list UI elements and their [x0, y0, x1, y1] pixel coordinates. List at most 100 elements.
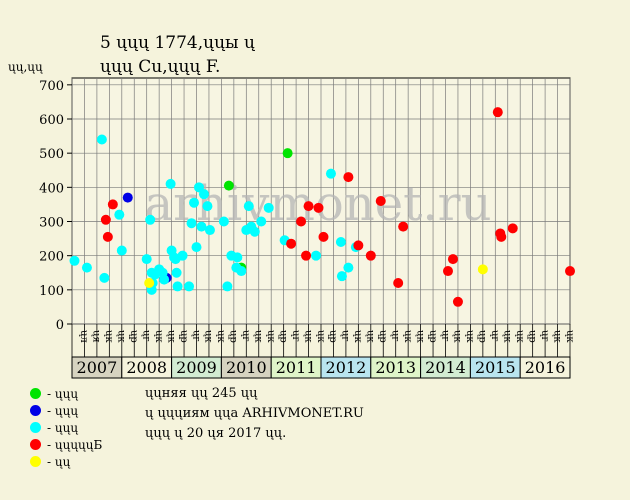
data-point	[114, 209, 125, 220]
quarter-label: ųк	[352, 330, 363, 343]
legend-label: - ųųų	[47, 403, 79, 418]
note-average-price: ųųняя ųų 245 ųų	[145, 386, 258, 401]
legend-label: - ųųų	[47, 420, 79, 435]
data-point	[318, 231, 329, 242]
quarter-label: ųг	[340, 330, 351, 342]
data-point	[375, 196, 386, 206]
data-point	[107, 199, 118, 210]
note-date: ųųų ų 20 ųя 2017 ųų.	[145, 426, 287, 441]
data-point	[335, 237, 346, 247]
quarter-label: ųг	[190, 330, 201, 342]
legend-marker	[30, 388, 41, 399]
legend-marker	[30, 405, 41, 416]
data-point	[243, 201, 254, 212]
data-point	[144, 278, 155, 288]
legend: - ųųų - ųųų - ųųų - ųųųųųБ - ųų	[30, 385, 102, 470]
data-point	[282, 148, 293, 159]
legend-item: - ųųų	[30, 419, 102, 436]
quarter-label: ųк	[502, 330, 513, 343]
legend-item: - ųųų	[30, 385, 102, 402]
y-tick-label: 200	[39, 250, 64, 265]
data-point	[96, 134, 107, 145]
legend-marker	[30, 439, 41, 450]
chart-title-line2: ųųų Cu,ųųų F.	[100, 57, 221, 77]
data-point	[353, 240, 364, 251]
data-point	[325, 168, 336, 179]
data-point	[398, 221, 409, 232]
data-point	[313, 202, 324, 213]
quarter-label: ųр	[377, 330, 388, 343]
quarter-label: ųр	[277, 330, 288, 343]
y-tick-label: 600	[39, 113, 64, 128]
quarter-label: ųк	[414, 330, 425, 343]
legend-label: - ųųųųųБ	[47, 437, 103, 452]
data-point	[141, 254, 152, 265]
year-label: 2016	[525, 358, 566, 377]
data-point	[232, 252, 243, 263]
data-point	[189, 197, 200, 208]
quarter-label: ųк	[203, 330, 214, 343]
legend-label: - ųųų	[47, 386, 79, 401]
quarter-label: ųр	[228, 330, 239, 343]
data-point	[69, 255, 80, 266]
legend-marker	[30, 456, 41, 467]
quarter-label: ųк	[103, 330, 114, 343]
quarter-label: ųк	[315, 330, 326, 343]
quarter-label: ųг	[489, 330, 500, 342]
data-point	[343, 262, 354, 273]
data-point	[218, 216, 229, 227]
data-point	[343, 172, 354, 183]
data-point	[286, 238, 297, 249]
data-point	[159, 274, 170, 285]
data-point	[442, 266, 453, 277]
year-bands	[71, 356, 571, 379]
data-point	[81, 262, 92, 273]
quarter-label: ųк	[564, 330, 575, 343]
data-point	[301, 250, 312, 261]
quarter-label: ųк	[265, 330, 276, 343]
chart-title-line1: 5 ųųų 1774,ųųы ų	[100, 33, 255, 53]
data-point	[99, 272, 110, 283]
y-tick-label: 500	[39, 147, 64, 162]
year-label: 2009	[176, 358, 217, 377]
data-point	[492, 107, 503, 118]
legend-item: - ųų	[30, 453, 102, 470]
quarter-label: ųг	[140, 330, 151, 342]
year-label: 2014	[425, 358, 466, 377]
data-point	[100, 214, 111, 225]
data-point	[172, 281, 183, 292]
data-point	[447, 254, 458, 265]
quarter-label: ųр	[327, 330, 338, 343]
data-points	[69, 107, 575, 307]
quarter-label: ųр	[128, 330, 139, 343]
quarter-label: ųг	[290, 330, 301, 342]
data-point	[303, 201, 314, 212]
y-tick-label: 100	[39, 284, 64, 299]
quarter-label: ųр	[526, 330, 537, 343]
data-point	[393, 278, 404, 288]
quarter-label: ųк	[302, 330, 313, 343]
y-tick-label: 300	[39, 216, 64, 231]
data-point	[565, 266, 575, 277]
quarter-label: ųк	[402, 330, 413, 343]
year-label: 2015	[475, 358, 516, 377]
quarter-label: ųк	[464, 330, 475, 343]
note-source: ų ųųųиям ųųа ARHIVMONET.RU	[145, 406, 364, 421]
data-point	[191, 242, 202, 253]
quarter-label: ųк	[452, 330, 463, 343]
data-point	[198, 189, 209, 200]
data-point	[477, 264, 488, 275]
data-point	[116, 245, 127, 256]
data-point	[184, 281, 195, 292]
y-axis-label: ųų,ųų	[8, 60, 43, 74]
legend-item: - ųųų	[30, 402, 102, 419]
data-point	[145, 214, 156, 225]
quarter-label: ųл	[78, 330, 89, 343]
data-point	[171, 267, 182, 278]
y-tick-label: 400	[39, 181, 64, 196]
quarter-label: ųр	[427, 330, 438, 343]
data-point	[452, 296, 463, 307]
x-axis: ųл ųя ųк ųк ųр ųг ųк ųк ųр ųг ųк ųк ųр ųг ųк ųк ųр ųг ųк ųк…	[71, 324, 575, 377]
data-point	[202, 201, 213, 212]
data-point	[222, 281, 233, 292]
